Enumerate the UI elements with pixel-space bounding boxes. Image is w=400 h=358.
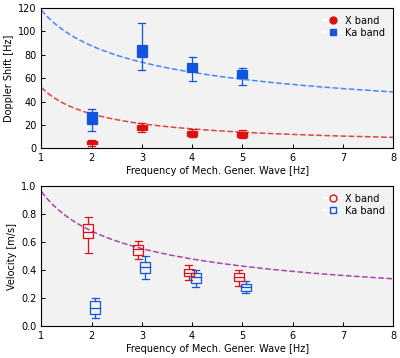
Bar xyxy=(191,273,201,283)
Bar xyxy=(241,284,251,291)
X-axis label: Frequency of Mech. Gener. Wave [Hz]: Frequency of Mech. Gener. Wave [Hz] xyxy=(126,344,309,354)
Bar xyxy=(137,125,147,130)
Legend: X band, Ka band: X band, Ka band xyxy=(320,191,388,218)
Bar xyxy=(133,245,143,255)
Bar xyxy=(187,63,197,72)
Bar xyxy=(184,269,194,276)
Bar xyxy=(87,141,97,144)
X-axis label: Frequency of Mech. Gener. Wave [Hz]: Frequency of Mech. Gener. Wave [Hz] xyxy=(126,166,309,176)
Bar xyxy=(83,224,93,238)
Bar xyxy=(237,70,247,78)
Bar xyxy=(137,45,147,57)
Y-axis label: Velocity [m/s]: Velocity [m/s] xyxy=(7,223,17,290)
Bar xyxy=(237,132,247,137)
Bar xyxy=(140,262,150,273)
Bar xyxy=(90,301,100,314)
Bar xyxy=(87,112,97,124)
Bar xyxy=(234,273,244,281)
Y-axis label: Doppler Shift [Hz]: Doppler Shift [Hz] xyxy=(4,34,14,122)
Bar xyxy=(187,131,197,136)
Legend: X band, Ka band: X band, Ka band xyxy=(320,13,388,40)
